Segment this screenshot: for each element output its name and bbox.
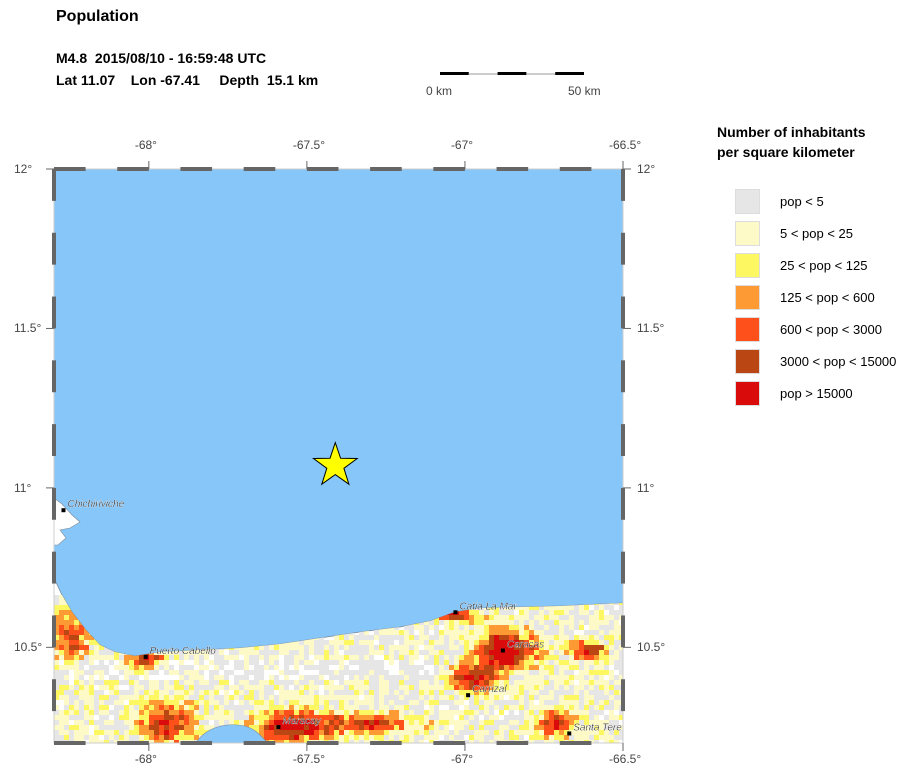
y-tick-label: 10.5° bbox=[14, 640, 43, 655]
scale-segment bbox=[440, 72, 469, 75]
y-tick-label: 11° bbox=[14, 480, 32, 495]
event-location: Lat 11.07 Lon -67.41 Depth 15.1 km bbox=[56, 72, 319, 88]
epicenter-star-icon bbox=[312, 441, 359, 486]
legend-label: pop > 15000 bbox=[780, 385, 853, 401]
legend-title: Number of inhabitants per square kilomet… bbox=[717, 122, 866, 162]
legend-title-line1: Number of inhabitants bbox=[717, 124, 866, 140]
map-title: Population bbox=[56, 8, 139, 25]
city-label: Carrizal bbox=[472, 684, 507, 695]
city-marker: Maracay bbox=[276, 716, 322, 730]
island bbox=[54, 497, 81, 546]
scale-start-label: 0 km bbox=[426, 84, 453, 98]
city-marker: Santa Tere bbox=[567, 722, 622, 736]
y-tick-label: 12° bbox=[637, 162, 656, 176]
legend-item: 25 < pop < 125 bbox=[735, 252, 867, 278]
city-label: Puerto Cabello bbox=[150, 646, 217, 657]
city-label: Santa Tere bbox=[573, 722, 622, 733]
legend-label: 600 < pop < 3000 bbox=[780, 321, 882, 337]
legend-label: 3000 < pop < 15000 bbox=[780, 353, 897, 369]
city-label: Caracas bbox=[507, 640, 544, 651]
city-marker: Caracas bbox=[500, 639, 544, 653]
lake-valencia bbox=[195, 724, 269, 743]
scale-segment bbox=[497, 72, 527, 75]
y-tick-label: 10.5° bbox=[637, 640, 666, 655]
legend-swatch bbox=[735, 252, 760, 278]
city-label: Catia La Mar bbox=[459, 601, 517, 612]
x-tick-label: -68° bbox=[134, 752, 157, 766]
scale-segment bbox=[468, 73, 498, 75]
legend-label: 125 < pop < 600 bbox=[780, 289, 875, 305]
x-tick-label: -67.5° bbox=[292, 138, 326, 152]
x-tick-label: -66.5° bbox=[609, 138, 642, 152]
scale-bar bbox=[440, 72, 584, 75]
scale-segment bbox=[555, 72, 584, 75]
legend-swatch bbox=[735, 188, 760, 214]
scale-end-label: 50 km bbox=[568, 84, 601, 98]
legend-label: 25 < pop < 125 bbox=[780, 257, 868, 273]
legend-item: 125 < pop < 600 bbox=[735, 284, 875, 310]
city-dot bbox=[143, 654, 148, 659]
city-marker: Catia La Mar bbox=[453, 601, 518, 615]
city-dot bbox=[61, 508, 66, 513]
legend-label: 5 < pop < 25 bbox=[780, 225, 854, 241]
city-label: Maracay bbox=[282, 716, 321, 727]
legend-swatch bbox=[735, 220, 760, 246]
city-dot bbox=[500, 648, 505, 653]
city-marker: Puerto Cabello bbox=[143, 646, 217, 659]
city-marker: Chichiriviche bbox=[61, 499, 125, 513]
legend-swatch bbox=[735, 284, 760, 310]
city-marker: Carrizal bbox=[466, 684, 507, 698]
y-tick-label: 11.5° bbox=[637, 321, 665, 336]
city-label: Chichiriviche bbox=[67, 499, 124, 510]
event-summary: M4.8 2015/08/10 - 16:59:48 UTC bbox=[56, 50, 267, 66]
legend-item: 3000 < pop < 15000 bbox=[735, 348, 896, 374]
legend-item: pop > 15000 bbox=[735, 380, 853, 406]
city-dot bbox=[567, 731, 572, 736]
x-tick-label: -68° bbox=[134, 138, 157, 152]
city-dot bbox=[276, 725, 281, 730]
legend-swatch bbox=[735, 348, 760, 374]
city-dot bbox=[453, 610, 458, 615]
x-tick-label: -66.5° bbox=[609, 752, 642, 766]
legend-swatch bbox=[735, 380, 760, 406]
x-tick-label: -67° bbox=[450, 138, 474, 152]
y-tick-label: 11° bbox=[637, 480, 655, 495]
x-tick-label: -67° bbox=[450, 752, 474, 766]
legend-item: 600 < pop < 3000 bbox=[735, 316, 882, 342]
legend-item: 5 < pop < 25 bbox=[735, 220, 853, 246]
y-tick-label: 11.5° bbox=[14, 321, 42, 336]
legend-title-line2: per square kilometer bbox=[717, 144, 855, 160]
legend-item: pop < 5 bbox=[735, 188, 824, 214]
map-frame bbox=[46, 161, 631, 751]
legend-swatch bbox=[735, 316, 760, 342]
y-tick-label: 12° bbox=[14, 162, 33, 176]
scale-segment bbox=[526, 73, 556, 75]
x-tick-label: -67.5° bbox=[292, 752, 326, 766]
legend-label: pop < 5 bbox=[780, 193, 824, 209]
city-dot bbox=[466, 693, 471, 698]
